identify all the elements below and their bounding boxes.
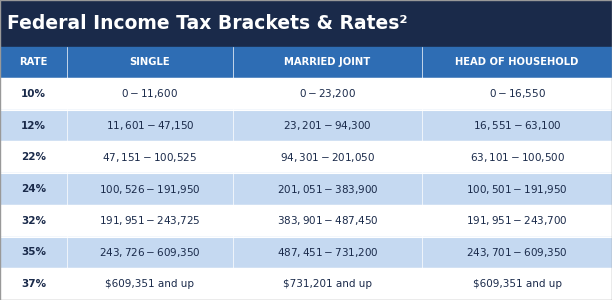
Text: $383,901 - $487,450: $383,901 - $487,450 [277, 214, 378, 227]
Text: SINGLE: SINGLE [130, 57, 170, 67]
Text: $0 - $23,200: $0 - $23,200 [299, 87, 356, 101]
Bar [233, 268, 422, 300]
Text: 24%: 24% [21, 184, 47, 194]
Text: $100,501 - $191,950: $100,501 - $191,950 [466, 182, 568, 196]
Bar [0, 173, 67, 205]
Text: $731,201 and up: $731,201 and up [283, 279, 372, 289]
Text: $63,101 - $100,500: $63,101 - $100,500 [469, 151, 565, 164]
Text: $609,351 and up: $609,351 and up [472, 279, 562, 289]
Bar [0, 205, 67, 237]
Bar [67, 110, 233, 141]
Bar [67, 173, 233, 205]
Bar [0, 268, 67, 300]
Text: $243,726 - $609,350: $243,726 - $609,350 [99, 246, 201, 259]
Text: $191,951 - $243,700: $191,951 - $243,700 [466, 214, 568, 227]
Bar [0, 110, 67, 141]
Bar [233, 141, 422, 173]
Bar [233, 205, 422, 237]
Text: $243,701 - $609,350: $243,701 - $609,350 [466, 246, 568, 259]
Text: 10%: 10% [21, 89, 46, 99]
Bar [233, 173, 422, 205]
Bar [67, 141, 233, 173]
Text: $487,451 - $731,200: $487,451 - $731,200 [277, 246, 378, 259]
Bar [0, 78, 67, 110]
Bar [422, 237, 612, 268]
Text: $23,201 - $94,300: $23,201 - $94,300 [283, 119, 371, 132]
Bar [422, 46, 612, 78]
Text: $94,301 - $201,050: $94,301 - $201,050 [280, 151, 375, 164]
Text: $0 - $11,600: $0 - $11,600 [122, 87, 178, 101]
Bar [422, 173, 612, 205]
Bar [67, 205, 233, 237]
Bar [67, 78, 233, 110]
Bar [0, 0, 612, 46]
Text: $11,601 - $47,150: $11,601 - $47,150 [106, 119, 194, 132]
Text: $100,526 - $191,950: $100,526 - $191,950 [99, 182, 201, 196]
Bar [0, 237, 67, 268]
Text: 12%: 12% [21, 121, 46, 130]
Text: Federal Income Tax Brackets & Rates²: Federal Income Tax Brackets & Rates² [7, 14, 408, 33]
Bar [0, 46, 67, 78]
Bar [67, 237, 233, 268]
Bar [422, 110, 612, 141]
Bar [233, 110, 422, 141]
Bar [0, 141, 67, 173]
Text: $609,351 and up: $609,351 and up [105, 279, 195, 289]
Bar [233, 46, 422, 78]
Text: $47,151 - $100,525: $47,151 - $100,525 [102, 151, 198, 164]
Bar [67, 268, 233, 300]
Text: 37%: 37% [21, 279, 47, 289]
Text: RATE: RATE [20, 57, 48, 67]
Bar [233, 237, 422, 268]
Text: 32%: 32% [21, 216, 46, 226]
Text: MARRIED JOINT: MARRIED JOINT [285, 57, 370, 67]
Bar [422, 78, 612, 110]
Text: $16,551 - $63,100: $16,551 - $63,100 [473, 119, 561, 132]
Text: 22%: 22% [21, 152, 46, 162]
Text: $191,951 - $243,725: $191,951 - $243,725 [99, 214, 201, 227]
Bar [233, 78, 422, 110]
Bar [422, 141, 612, 173]
Bar [67, 46, 233, 78]
Bar [422, 268, 612, 300]
Bar [422, 205, 612, 237]
Text: $0 - $16,550: $0 - $16,550 [489, 87, 545, 101]
Text: HEAD OF HOUSEHOLD: HEAD OF HOUSEHOLD [455, 57, 579, 67]
Text: $201,051 - $383,900: $201,051 - $383,900 [277, 182, 378, 196]
Text: 35%: 35% [21, 248, 46, 257]
